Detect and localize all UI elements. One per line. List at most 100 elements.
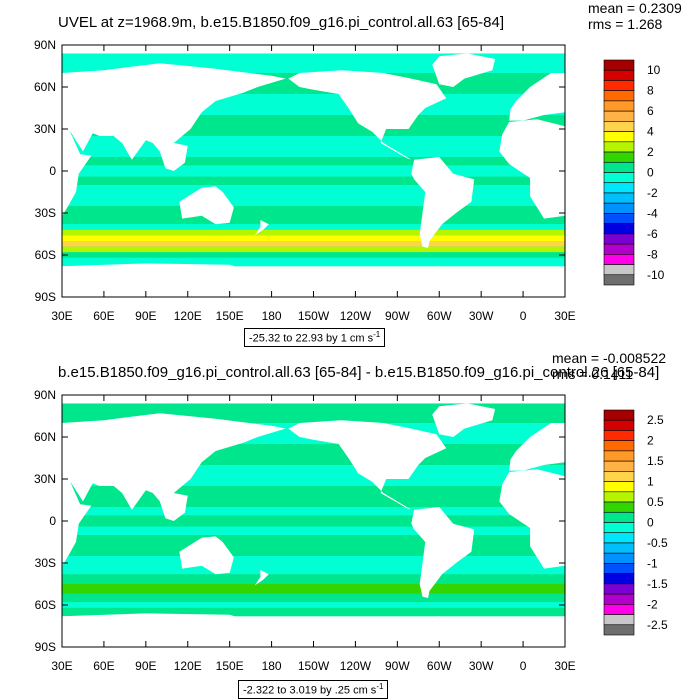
- land-mask: [288, 420, 447, 510]
- colorbar-swatch: [603, 223, 635, 235]
- zonal-band: [62, 593, 565, 603]
- x-tick-label: 0: [520, 309, 527, 323]
- top-panel: UVEL at z=1968.9m, b.e15.B1850.f09_g16.p…: [34, 0, 682, 347]
- zonal-band: [62, 574, 565, 584]
- y-tick-label: 60S: [35, 598, 56, 612]
- x-tick-label: 60W: [427, 659, 452, 673]
- colorbar-swatch: [603, 192, 635, 204]
- colorbar-swatch: [603, 100, 635, 112]
- land-mask: [411, 157, 475, 248]
- land-mask: [62, 63, 286, 160]
- y-tick-label: 60N: [34, 80, 56, 94]
- x-tick-label: 90W: [385, 659, 410, 673]
- x-tick-label: 150E: [216, 659, 244, 673]
- y-tick-label: 90S: [35, 640, 56, 654]
- zonal-band: [62, 176, 565, 185]
- colorbar-label: 4: [647, 125, 654, 139]
- colorbar-label: -1: [647, 556, 658, 570]
- colorbar-swatch: [603, 409, 635, 421]
- land-mask: [159, 493, 188, 521]
- colorbar-label: 0: [647, 166, 654, 180]
- colorbar-swatch: [603, 604, 635, 615]
- map-field: [62, 45, 565, 297]
- colorbar-swatch: [603, 110, 635, 122]
- bottom-panel-title: b.e15.B1850.f09_g16.pi_control.all.63 [6…: [58, 364, 660, 381]
- colorbar-swatch: [603, 491, 635, 503]
- colorbar-swatch: [603, 80, 635, 91]
- colorbar-swatch: [603, 59, 635, 71]
- colorbar-swatch: [603, 121, 635, 132]
- x-tick-label: 90E: [135, 309, 156, 323]
- colorbar-swatch: [603, 182, 635, 194]
- x-tick-label: 180: [262, 309, 282, 323]
- y-tick-label: 30S: [35, 206, 56, 220]
- x-tick-label: 60W: [427, 309, 452, 323]
- colorbar-label: -1.5: [647, 577, 668, 591]
- colorbar-swatch: [603, 264, 635, 276]
- land-mask: [432, 53, 496, 87]
- x-tick-label: 90E: [135, 659, 156, 673]
- x-tick-label: 30E: [51, 659, 72, 673]
- zonal-band: [62, 526, 565, 535]
- colorbar-swatch: [603, 593, 635, 605]
- zonal-band: [62, 486, 565, 507]
- y-tick-label: 30N: [34, 122, 56, 136]
- bottom-panel-contour-info: -2.322 to 3.019 by .25 cm s-1: [238, 680, 389, 699]
- colorbar-label: -10: [647, 268, 665, 282]
- y-tick-label: 60S: [35, 248, 56, 262]
- x-tick-label: 120W: [340, 309, 372, 323]
- x-tick-label: 120W: [340, 659, 372, 673]
- x-tick-label: 30E: [554, 309, 575, 323]
- y-tick-label: 60N: [34, 430, 56, 444]
- top-panel-contour-info: -25.32 to 22.93 by 1 cm s-1: [244, 328, 386, 347]
- bottom-panel-mean: mean = -0.008522: [552, 350, 667, 366]
- colorbar-swatch: [603, 172, 635, 184]
- colorbar-swatch: [603, 440, 635, 452]
- zonal-band: [62, 257, 565, 267]
- colorbar-label: -6: [647, 227, 658, 241]
- zonal-band: [62, 584, 565, 594]
- x-tick-label: 30W: [469, 659, 494, 673]
- colorbar-swatch: [603, 563, 635, 574]
- zonal-band: [62, 157, 565, 166]
- colorbar-swatch: [603, 481, 635, 493]
- colorbar-swatch: [603, 583, 635, 595]
- x-tick-label: 150E: [216, 309, 244, 323]
- bottom-panel-plot: 30E 60E 90E 120E 150E 180 150W 120W 90W 60W 30W 0 30…: [34, 388, 668, 673]
- colorbar-label: 1: [647, 475, 654, 489]
- zonal-band: [62, 246, 565, 253]
- zonal-band: [62, 235, 565, 241]
- land-mask: [499, 119, 565, 219]
- zonal-band: [62, 507, 565, 516]
- y-tick-label: 0: [49, 514, 56, 528]
- map-field: [62, 395, 565, 647]
- land-mask: [432, 403, 496, 437]
- colorbar-label: 10: [647, 63, 661, 77]
- x-tick-label: 0: [520, 659, 527, 673]
- colorbar-swatch: [603, 532, 635, 544]
- colorbar-swatch: [603, 614, 635, 626]
- y-tick-label: 30S: [35, 556, 56, 570]
- bottom-panel: b.e15.B1850.f09_g16.pi_control.all.63 [6…: [0, 350, 700, 700]
- colorbar-swatch: [603, 213, 635, 224]
- colorbar-label: 2.5: [647, 413, 664, 427]
- top-panel-contour-text: -25.32 to 22.93 by 1 cm s: [249, 332, 374, 345]
- y-tick-label: 30N: [34, 472, 56, 486]
- zonal-band: [62, 535, 565, 556]
- zonal-band: [62, 607, 565, 617]
- land-mask: [509, 73, 565, 121]
- colorbar-swatch: [603, 151, 635, 163]
- bottom-panel-rms: rms = 0.1411: [552, 366, 634, 382]
- colorbar-swatch: [603, 460, 635, 472]
- zonal-band: [62, 185, 565, 206]
- colorbar-label: 2: [647, 434, 654, 448]
- colorbar-label: -0.5: [647, 536, 668, 550]
- colorbar-swatch: [603, 69, 635, 81]
- colorbar-swatch: [603, 450, 635, 462]
- colorbar-swatch: [603, 419, 635, 431]
- colorbar-swatch: [603, 552, 635, 564]
- y-tick-label: 90S: [35, 290, 56, 304]
- zonal-band: [62, 165, 565, 177]
- x-tick-label: 60E: [93, 309, 114, 323]
- colorbar-swatch: [603, 254, 635, 265]
